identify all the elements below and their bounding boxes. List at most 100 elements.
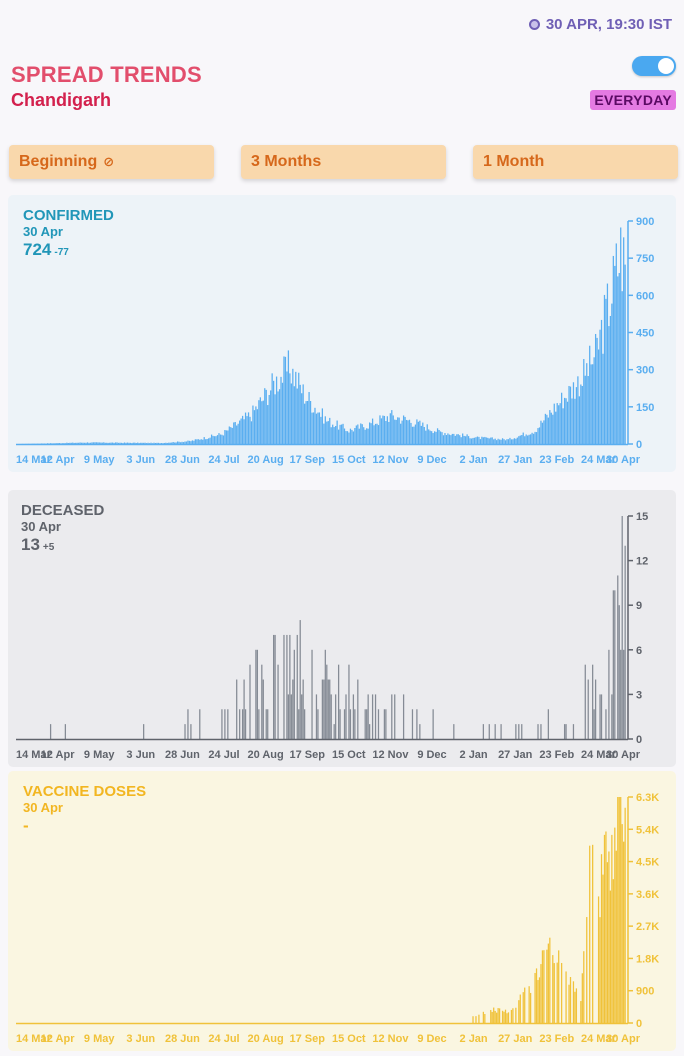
bar bbox=[190, 724, 192, 739]
bar bbox=[151, 443, 154, 444]
range-button-1-month[interactable]: 1 Month bbox=[473, 145, 678, 179]
bar bbox=[262, 400, 264, 444]
bar bbox=[574, 991, 576, 1023]
bar bbox=[337, 429, 340, 444]
bar bbox=[162, 443, 164, 444]
chart-value: 13 bbox=[21, 535, 40, 554]
x-tick-label: 14 Mar bbox=[16, 454, 52, 466]
bar bbox=[547, 943, 549, 1023]
bar bbox=[620, 797, 622, 1023]
bar bbox=[405, 419, 408, 444]
bar bbox=[617, 276, 619, 444]
bar bbox=[320, 416, 322, 444]
bar bbox=[129, 442, 131, 444]
x-tick-label: 2 Jan bbox=[460, 1033, 488, 1045]
bar bbox=[617, 575, 619, 739]
bar bbox=[549, 937, 551, 1023]
bar bbox=[575, 988, 578, 1023]
bar bbox=[380, 418, 383, 444]
bar bbox=[404, 416, 406, 444]
bar bbox=[540, 420, 542, 444]
bar bbox=[339, 424, 341, 444]
chart-date: 30 Apr bbox=[21, 519, 61, 534]
bar bbox=[329, 417, 331, 444]
bar bbox=[357, 424, 359, 444]
bar bbox=[490, 437, 492, 444]
bar bbox=[550, 412, 552, 444]
y-tick-label: 2.7K bbox=[636, 921, 659, 933]
bar bbox=[145, 443, 148, 444]
bar bbox=[253, 410, 256, 444]
range-button-3-months[interactable]: 3 Months bbox=[241, 145, 446, 179]
bar bbox=[126, 442, 129, 444]
bar bbox=[623, 841, 625, 1023]
x-tick-label: 12 Apr bbox=[41, 1033, 76, 1045]
bar bbox=[391, 410, 393, 444]
mode-toggle[interactable] bbox=[632, 56, 676, 76]
bar bbox=[343, 428, 346, 444]
bar bbox=[349, 428, 352, 444]
bar bbox=[101, 442, 103, 444]
bar bbox=[515, 1007, 517, 1023]
range-button-beginning[interactable]: Beginning ⊘ bbox=[9, 145, 214, 179]
x-tick-label: 15 Oct bbox=[332, 454, 366, 466]
bar bbox=[621, 824, 623, 1023]
bar bbox=[329, 679, 331, 739]
bar bbox=[321, 679, 323, 739]
bar bbox=[466, 434, 468, 444]
bar bbox=[237, 423, 239, 444]
bar bbox=[110, 442, 112, 444]
bar bbox=[369, 724, 371, 739]
bar bbox=[552, 955, 554, 1023]
x-tick-label: 17 Sep bbox=[289, 749, 325, 761]
bar bbox=[592, 664, 594, 739]
bar bbox=[429, 430, 431, 444]
bar bbox=[92, 442, 95, 444]
bar bbox=[302, 384, 304, 444]
bar bbox=[290, 383, 292, 444]
bar bbox=[132, 442, 134, 444]
bar bbox=[315, 413, 318, 444]
y-tick-label: 0 bbox=[636, 439, 642, 451]
bar bbox=[547, 709, 549, 739]
bar bbox=[333, 724, 335, 739]
bar bbox=[85, 442, 87, 444]
bar bbox=[221, 434, 223, 444]
bar bbox=[518, 436, 520, 444]
bar bbox=[603, 294, 606, 444]
bar bbox=[352, 694, 355, 739]
bar bbox=[143, 724, 145, 739]
bar bbox=[287, 694, 290, 739]
bar bbox=[51, 443, 53, 444]
bar bbox=[119, 442, 121, 444]
bar bbox=[289, 634, 291, 739]
bar bbox=[419, 420, 421, 444]
bar bbox=[89, 442, 92, 444]
bar bbox=[69, 442, 71, 444]
bar bbox=[141, 442, 143, 444]
bar bbox=[236, 679, 238, 739]
bar bbox=[428, 429, 430, 444]
x-tick-label: 20 Aug bbox=[247, 454, 283, 466]
bar bbox=[239, 420, 241, 444]
bar bbox=[277, 391, 279, 444]
bar bbox=[82, 442, 84, 444]
bar bbox=[366, 709, 368, 739]
bar bbox=[374, 694, 377, 739]
bar bbox=[593, 357, 595, 444]
bar bbox=[225, 430, 227, 444]
bar bbox=[482, 724, 484, 739]
chart-delta: -77 bbox=[54, 247, 69, 258]
bar bbox=[435, 431, 437, 444]
bar bbox=[114, 442, 117, 444]
vaccine-header: VACCINE DOSES 30 Apr - bbox=[23, 783, 146, 836]
bar bbox=[61, 443, 64, 444]
bar bbox=[88, 442, 90, 444]
x-tick-label: 9 Dec bbox=[417, 749, 446, 761]
bar bbox=[385, 709, 387, 739]
bar bbox=[296, 388, 298, 444]
x-tick-label: 17 Sep bbox=[289, 454, 325, 466]
x-tick-label: 20 Aug bbox=[247, 1033, 283, 1045]
bar bbox=[565, 724, 567, 739]
bar bbox=[323, 423, 325, 444]
